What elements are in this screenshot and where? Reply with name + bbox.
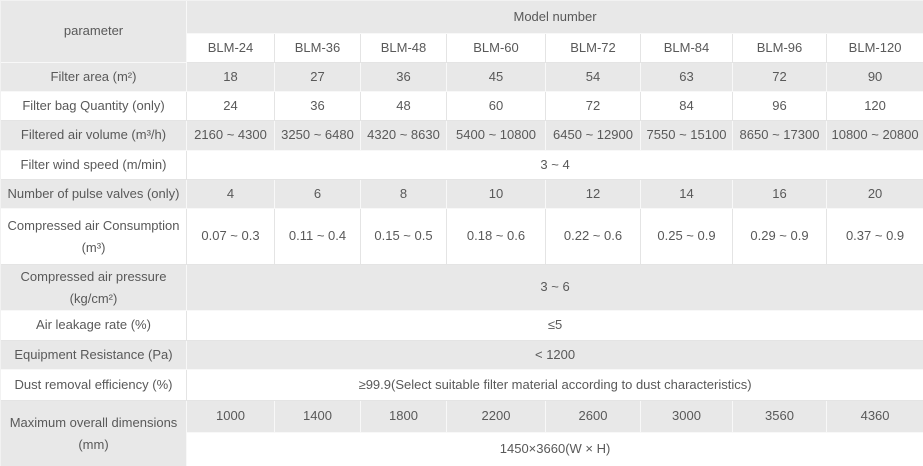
param-header-cell: parameter xyxy=(1,1,187,63)
cell-value: 0.25 ~ 0.9 xyxy=(641,209,733,265)
cell-value: 6 xyxy=(275,180,361,209)
cell-value: 2200 xyxy=(447,401,546,433)
cell-value: 1800 xyxy=(361,401,447,433)
cell-value: 3000 xyxy=(641,401,733,433)
model-column-header: BLM-120 xyxy=(827,34,923,63)
model-column-header: BLM-24 xyxy=(187,34,275,63)
table-row: Compressed air pressure (kg/cm²) 3 ~ 6 xyxy=(1,265,923,311)
cell-span-value: ≥99.9(Select suitable filter material ac… xyxy=(187,370,923,401)
row-label-filtered-air-volume: Filtered air volume (m³/h) xyxy=(1,121,187,151)
cell-value: 54 xyxy=(546,63,641,92)
cell-value: 14 xyxy=(641,180,733,209)
cell-value: 27 xyxy=(275,63,361,92)
cell-value: 10800 ~ 20800 xyxy=(827,121,923,151)
cell-span-value-dimensions-wh: 1450×3660(W × H) xyxy=(187,433,923,466)
cell-span-value: ≤5 xyxy=(187,311,923,341)
cell-value: 48 xyxy=(361,92,447,121)
cell-value: 1000 xyxy=(187,401,275,433)
cell-value: 7550 ~ 15100 xyxy=(641,121,733,151)
table-row: 1450×3660(W × H) xyxy=(1,433,923,466)
model-number-header: Model number xyxy=(187,1,923,34)
cell-value: 72 xyxy=(733,63,827,92)
table-row: Dust removal efficiency (%) ≥99.9(Select… xyxy=(1,370,923,401)
row-label-filter-area: Filter area (m²) xyxy=(1,63,187,92)
cell-value: 20 xyxy=(827,180,923,209)
cell-span-value: 3 ~ 6 xyxy=(187,265,923,311)
cell-value: 12 xyxy=(546,180,641,209)
cell-value: 120 xyxy=(827,92,923,121)
cell-value: 4360 xyxy=(827,401,923,433)
cell-value: 0.37 ~ 0.9 xyxy=(827,209,923,265)
cell-value: 18 xyxy=(187,63,275,92)
cell-value: 8 xyxy=(361,180,447,209)
table-row: Filter area (m²) 18 27 36 45 54 63 72 90 xyxy=(1,63,923,92)
cell-value: 0.29 ~ 0.9 xyxy=(733,209,827,265)
row-label-filter-wind-speed: Filter wind speed (m/min) xyxy=(1,151,187,180)
cell-value: 10 xyxy=(447,180,546,209)
cell-value: 8650 ~ 17300 xyxy=(733,121,827,151)
model-column-header: BLM-60 xyxy=(447,34,546,63)
cell-value: 60 xyxy=(447,92,546,121)
row-label-dust-removal-efficiency: Dust removal efficiency (%) xyxy=(1,370,187,401)
cell-value: 4 xyxy=(187,180,275,209)
model-column-header: BLM-48 xyxy=(361,34,447,63)
cell-value: 63 xyxy=(641,63,733,92)
cell-value: 96 xyxy=(733,92,827,121)
cell-value: 1400 xyxy=(275,401,361,433)
model-column-header: BLM-84 xyxy=(641,34,733,63)
cell-value: 3250 ~ 6480 xyxy=(275,121,361,151)
cell-value: 0.18 ~ 0.6 xyxy=(447,209,546,265)
cell-value: 5400 ~ 10800 xyxy=(447,121,546,151)
cell-value: 0.22 ~ 0.6 xyxy=(546,209,641,265)
cell-span-value: 3 ~ 4 xyxy=(187,151,923,180)
table-row: Filter wind speed (m/min) 3 ~ 4 xyxy=(1,151,923,180)
cell-value: 4320 ~ 8630 xyxy=(361,121,447,151)
cell-value: 3560 xyxy=(733,401,827,433)
cell-value: 84 xyxy=(641,92,733,121)
cell-value: 0.11 ~ 0.4 xyxy=(275,209,361,265)
row-label-maximum-overall-dimensions: Maximum overall dimensions (mm) xyxy=(1,401,187,466)
model-column-header: BLM-36 xyxy=(275,34,361,63)
cell-value: 6450 ~ 12900 xyxy=(546,121,641,151)
cell-value: 72 xyxy=(546,92,641,121)
table-row: Filter bag Quantity (only) 24 36 48 60 7… xyxy=(1,92,923,121)
cell-span-value: < 1200 xyxy=(187,341,923,370)
row-label-equipment-resistance: Equipment Resistance (Pa) xyxy=(1,341,187,370)
row-label-filter-bag-quantity: Filter bag Quantity (only) xyxy=(1,92,187,121)
cell-value: 36 xyxy=(361,63,447,92)
cell-value: 36 xyxy=(275,92,361,121)
header-row-models: BLM-24 BLM-36 BLM-48 BLM-60 BLM-72 BLM-8… xyxy=(1,34,923,63)
model-column-header: BLM-96 xyxy=(733,34,827,63)
row-label-air-leakage-rate: Air leakage rate (%) xyxy=(1,311,187,341)
table-row: Equipment Resistance (Pa) < 1200 xyxy=(1,341,923,370)
cell-value: 45 xyxy=(447,63,546,92)
cell-value: 2160 ~ 4300 xyxy=(187,121,275,151)
cell-value: 24 xyxy=(187,92,275,121)
table-row: Maximum overall dimensions (mm) 1000 140… xyxy=(1,401,923,466)
header-row-group: parameter Model number xyxy=(1,1,923,63)
table-row: Compressed air Consumption (m³) 0.07 ~ 0… xyxy=(1,209,923,265)
cell-value: 0.07 ~ 0.3 xyxy=(187,209,275,265)
cell-value: 16 xyxy=(733,180,827,209)
row-label-compressed-air-consumption: Compressed air Consumption (m³) xyxy=(1,209,187,265)
cell-value: 0.15 ~ 0.5 xyxy=(361,209,447,265)
table-row: Filtered air volume (m³/h) 2160 ~ 4300 3… xyxy=(1,121,923,151)
table-row: Number of pulse valves (only) 4 6 8 10 1… xyxy=(1,180,923,209)
row-label-compressed-air-pressure: Compressed air pressure (kg/cm²) xyxy=(1,265,187,311)
row-label-pulse-valves: Number of pulse valves (only) xyxy=(1,180,187,209)
model-column-header: BLM-72 xyxy=(546,34,641,63)
table-row: Air leakage rate (%) ≤5 xyxy=(1,311,923,341)
cell-value: 90 xyxy=(827,63,923,92)
cell-value: 2600 xyxy=(546,401,641,433)
